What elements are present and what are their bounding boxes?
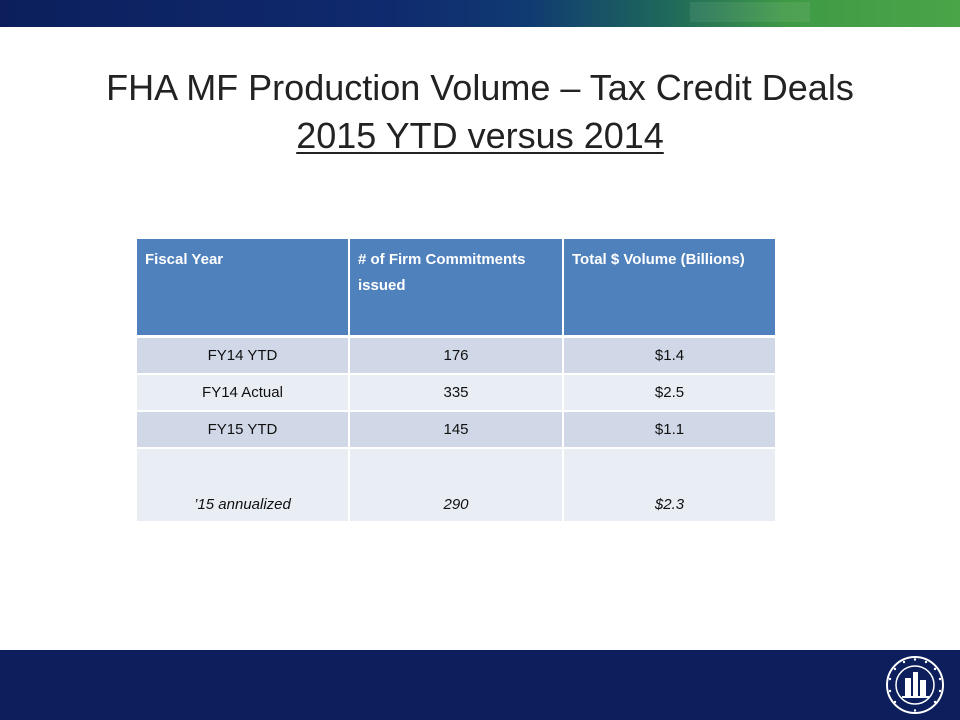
cell-fiscal-year: FY15 YTD xyxy=(137,411,350,449)
header-firm-commitments: # of Firm Commitments issued xyxy=(349,239,564,338)
top-banner xyxy=(0,0,960,27)
production-volume-table: Fiscal Year # of Firm Commitments issued… xyxy=(137,239,775,523)
cell-volume: $2.5 xyxy=(563,374,775,412)
slide-title: FHA MF Production Volume – Tax Credit De… xyxy=(0,64,960,160)
cell-volume: $1.4 xyxy=(563,336,775,375)
table-row: FY14 Actual 335 $2.5 xyxy=(137,374,775,412)
table-header-row: Fiscal Year # of Firm Commitments issued… xyxy=(137,239,775,338)
banner-decoration xyxy=(690,2,810,22)
header-total-volume: Total $ Volume (Billions) xyxy=(563,239,775,338)
cell-fiscal-year: FY14 Actual xyxy=(137,374,350,412)
cell-commitments: 335 xyxy=(349,374,564,412)
cell-fiscal-year: FY14 YTD xyxy=(137,336,350,375)
cell-fiscal-year: ’15 annualized xyxy=(137,448,350,523)
title-line-2: 2015 YTD versus 2014 xyxy=(296,115,664,156)
table-row: FY15 YTD 145 $1.1 xyxy=(137,411,775,449)
cell-volume: $1.1 xyxy=(563,411,775,449)
cell-commitments: 290 xyxy=(349,448,564,523)
table-row: FY14 YTD 176 $1.4 xyxy=(137,336,775,375)
cell-volume: $2.3 xyxy=(563,448,775,523)
cell-commitments: 145 xyxy=(349,411,564,449)
cell-commitments: 176 xyxy=(349,336,564,375)
hud-seal-icon xyxy=(886,656,944,714)
bottom-banner xyxy=(0,650,960,720)
title-line-1: FHA MF Production Volume – Tax Credit De… xyxy=(106,67,854,108)
table-row: ’15 annualized 290 $2.3 xyxy=(137,448,775,523)
header-fiscal-year: Fiscal Year xyxy=(137,239,350,338)
